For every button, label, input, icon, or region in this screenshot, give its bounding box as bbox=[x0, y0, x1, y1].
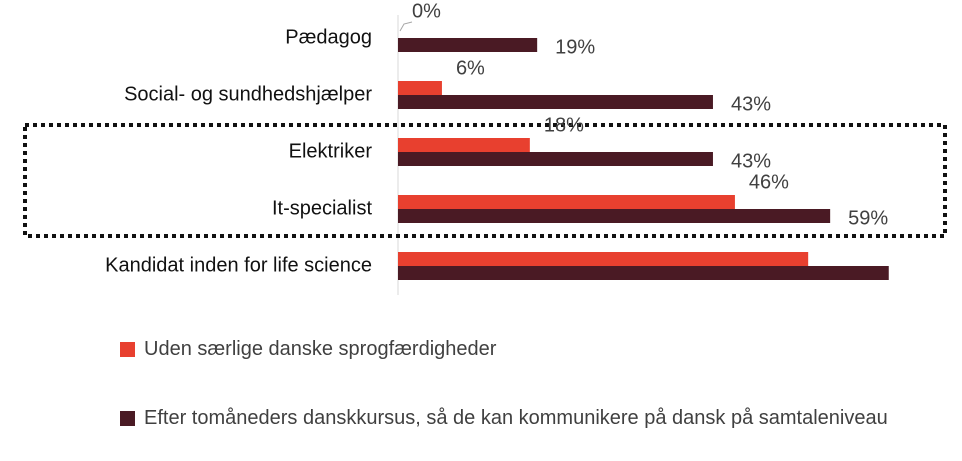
value-label: 19% bbox=[555, 36, 595, 58]
legend-swatch bbox=[120, 342, 135, 357]
value-label: 0% bbox=[412, 0, 441, 22]
bar bbox=[398, 95, 713, 109]
value-label: 46% bbox=[749, 171, 789, 193]
legend-label: Efter tomåneders danskkursus, så de kan … bbox=[144, 407, 888, 429]
bar bbox=[398, 195, 735, 209]
category-label: Kandidat inden for life science bbox=[105, 254, 372, 276]
category-label: Elektriker bbox=[289, 140, 373, 162]
legend-label: Uden særlige danske sprogfærdigheder bbox=[144, 338, 497, 360]
leader-line bbox=[399, 21, 413, 32]
value-label: 18% bbox=[544, 114, 584, 136]
bar bbox=[398, 209, 831, 223]
bar bbox=[398, 152, 713, 166]
category-label: Social- og sundhedshjælper bbox=[124, 83, 372, 105]
bar bbox=[398, 138, 530, 152]
bar bbox=[398, 38, 538, 52]
value-label: 59% bbox=[848, 207, 888, 229]
category-label: Pædagog bbox=[285, 26, 372, 48]
legend-item: Uden særlige danske sprogfærdigheder bbox=[120, 335, 920, 364]
legend-item: Efter tomåneders danskkursus, så de kan … bbox=[120, 404, 920, 433]
highlight-box bbox=[23, 123, 947, 238]
bar bbox=[398, 252, 809, 266]
value-label: 43% bbox=[731, 93, 771, 115]
bar bbox=[398, 81, 442, 95]
bar bbox=[398, 266, 889, 280]
value-label: 43% bbox=[731, 150, 771, 172]
value-label: 6% bbox=[456, 57, 485, 79]
category-label: It-specialist bbox=[272, 197, 372, 219]
legend-swatch bbox=[120, 411, 135, 426]
